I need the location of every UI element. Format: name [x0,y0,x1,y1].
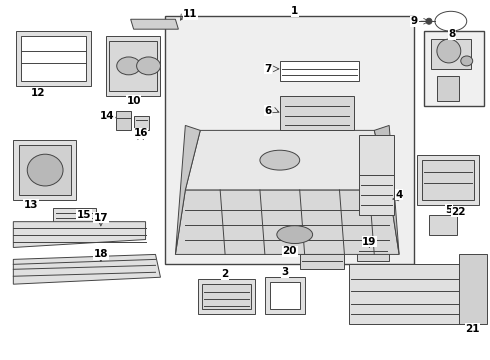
Ellipse shape [426,18,432,24]
Polygon shape [359,135,394,175]
Polygon shape [185,130,389,190]
Polygon shape [270,282,300,309]
Text: 6: 6 [264,105,271,116]
Polygon shape [19,145,71,195]
Ellipse shape [27,154,63,186]
Polygon shape [21,36,86,81]
Text: 14: 14 [99,111,114,121]
Polygon shape [202,284,251,309]
Polygon shape [16,31,91,86]
Polygon shape [131,19,178,29]
Text: 1: 1 [291,6,298,16]
Text: 15: 15 [76,210,91,220]
Ellipse shape [137,57,161,75]
Ellipse shape [461,56,473,66]
Polygon shape [300,255,344,269]
Polygon shape [431,39,471,69]
Polygon shape [175,190,399,255]
Bar [424,31,484,105]
Text: 13: 13 [24,200,39,210]
Polygon shape [280,96,354,130]
Polygon shape [116,111,131,130]
Polygon shape [53,208,96,225]
Polygon shape [13,140,76,200]
Polygon shape [459,255,487,324]
Bar [166,16,414,264]
Polygon shape [357,244,389,261]
Polygon shape [265,277,305,314]
Polygon shape [134,116,148,130]
Text: 9: 9 [411,16,417,26]
Polygon shape [175,125,200,255]
Text: 20: 20 [283,247,297,256]
Text: 21: 21 [466,324,480,334]
Polygon shape [429,215,457,235]
Polygon shape [109,41,157,91]
Ellipse shape [437,39,461,63]
Polygon shape [349,264,479,324]
Ellipse shape [260,150,300,170]
Text: 3: 3 [281,267,289,277]
Polygon shape [106,36,161,96]
Text: 2: 2 [221,269,229,279]
Ellipse shape [277,226,313,243]
Text: 19: 19 [362,237,376,247]
Text: 5: 5 [445,205,452,215]
Text: 8: 8 [448,29,455,39]
Polygon shape [417,155,479,205]
Polygon shape [359,175,394,215]
Text: 16: 16 [133,129,148,138]
Text: 10: 10 [126,96,141,105]
Text: 18: 18 [94,249,108,260]
Text: 12: 12 [31,88,46,98]
Polygon shape [198,279,255,314]
Ellipse shape [117,57,141,75]
Polygon shape [13,222,146,247]
Text: 11: 11 [183,9,197,19]
Polygon shape [437,76,459,100]
Text: 22: 22 [451,207,466,217]
Ellipse shape [435,11,467,31]
Polygon shape [374,125,399,255]
Text: 7: 7 [264,64,271,74]
Polygon shape [13,255,161,284]
Polygon shape [422,160,474,200]
Text: 17: 17 [94,213,108,223]
Text: 4: 4 [395,190,403,200]
Polygon shape [280,61,359,81]
